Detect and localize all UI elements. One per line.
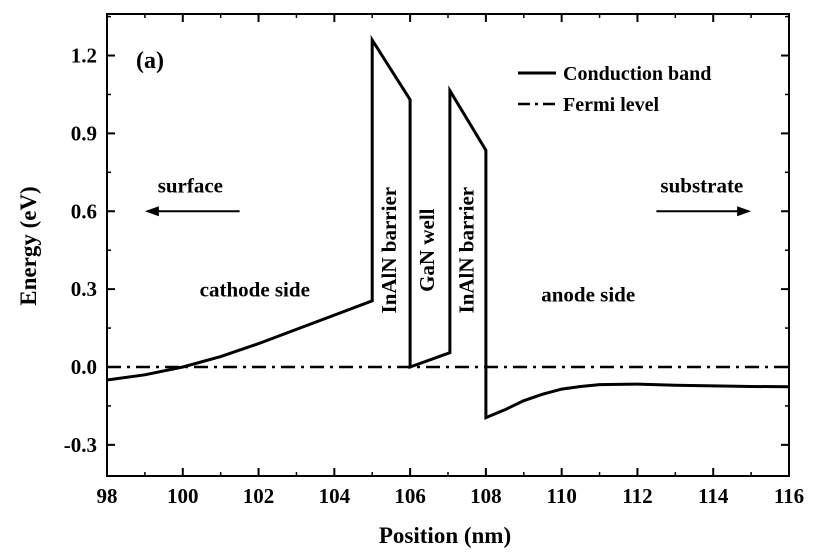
y-tick-label: 0.6: [71, 199, 97, 223]
y-tick-label: 0.0: [71, 355, 97, 379]
annotation-2: cathode side: [200, 278, 310, 302]
curves-layer: [106, 34, 790, 420]
substrate-arrow: [656, 206, 752, 217]
ticks-layer: 98 100 102 104 106 108 110 112 114 116 -0.3 0.0 0.3 0…: [64, 14, 804, 508]
x-tick-label: 106: [394, 484, 426, 508]
x-tick-label: 98: [97, 484, 118, 508]
panel-label: (a): [136, 48, 164, 74]
annotation-1: substrate: [660, 174, 743, 198]
x-axis-title: Position (nm): [379, 523, 511, 548]
annotation-5: GaN well: [415, 208, 439, 292]
x-tick-label: 102: [243, 484, 275, 508]
annotations-layer: surface substrate cathode side anode side In…: [144, 174, 752, 314]
y-tick-label: 1.2: [71, 44, 97, 68]
y-tick-label: 0.3: [71, 277, 97, 301]
x-tick-label: 110: [546, 484, 576, 508]
x-tick-label: 114: [698, 484, 729, 508]
y-tick-label: 0.9: [71, 121, 97, 145]
x-tick-label: 116: [774, 484, 804, 508]
x-tick-label: 112: [622, 484, 652, 508]
x-tick-label: 104: [319, 484, 351, 508]
annotation-0: surface: [158, 174, 223, 198]
x-tick-label: 100: [167, 484, 199, 508]
legend: Conduction band Fermi level: [518, 63, 711, 116]
legend-label: Conduction band: [563, 63, 711, 85]
y-axis-title: Energy (eV): [16, 186, 41, 305]
x-tick-label: 108: [470, 484, 502, 508]
surface-arrow: [144, 206, 240, 217]
annotation-3: anode side: [541, 283, 635, 307]
annotation-6: InAlN barrier: [455, 187, 479, 314]
y-tick-label: -0.3: [64, 433, 97, 457]
annotation-4: InAlN barrier: [377, 187, 401, 314]
legend-label: Fermi level: [563, 94, 659, 116]
conduction-band-line: [106, 34, 790, 420]
